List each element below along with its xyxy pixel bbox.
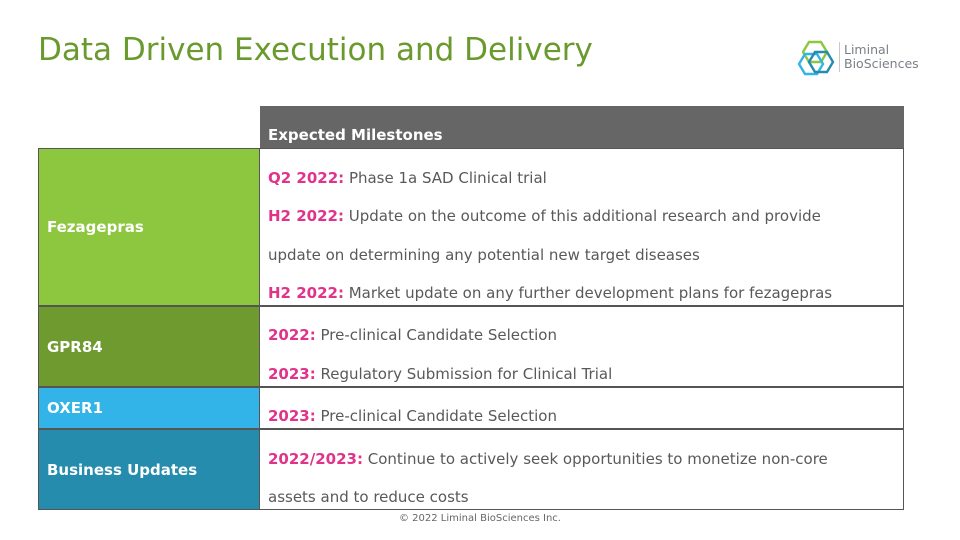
milestone-line: 2022: Pre-clinical Candidate Selection — [268, 326, 557, 344]
milestone-line: Q2 2022: Phase 1a SAD Clinical trial — [268, 169, 547, 187]
table-row-gpr84: GPR84 2022: Pre-clinical Candidate Selec… — [38, 306, 904, 387]
milestone-date: 2022/2023: — [268, 450, 363, 468]
milestone-cell: 2022: Pre-clinical Candidate Selection 2… — [260, 306, 904, 387]
table-row-oxer1: OXER1 2023: Pre-clinical Candidate Selec… — [38, 387, 904, 429]
milestone-line: 2023: Regulatory Submission for Clinical… — [268, 365, 612, 383]
copyright-footer: © 2022 Liminal BioSciences Inc. — [399, 513, 561, 524]
row-label-cell: OXER1 — [38, 387, 260, 429]
milestone-date: 2023: — [268, 365, 316, 383]
row-label: GPR84 — [47, 337, 103, 356]
row-label-cell: Business Updates — [38, 429, 260, 510]
milestone-text: update on determining any potential new … — [268, 246, 700, 264]
milestone-text: Pre-clinical Candidate Selection — [315, 407, 557, 425]
milestone-line: H2 2022: Update on the outcome of this a… — [268, 207, 821, 225]
milestone-text: Continue to actively seek opportunities … — [362, 450, 828, 468]
milestone-text: assets and to reduce costs — [268, 488, 469, 506]
company-logo: Liminal BioSciences — [797, 38, 927, 78]
milestone-date: H2 2022: — [268, 207, 344, 225]
milestone-text: Update on the outcome of this additional… — [343, 207, 821, 225]
logo-divider — [839, 42, 840, 72]
logo-line-1: Liminal — [844, 42, 890, 57]
milestone-line: H2 2022: Market update on any further de… — [268, 284, 832, 302]
table-row-fezagepras: Fezagepras Q2 2022: Phase 1a SAD Clinica… — [38, 148, 904, 306]
row-label: OXER1 — [47, 399, 104, 417]
milestone-line: update on determining any potential new … — [268, 246, 700, 264]
milestone-text: Pre-clinical Candidate Selection — [315, 326, 557, 344]
logo-icon — [797, 40, 835, 76]
logo-line-2: BioSciences — [844, 56, 919, 71]
row-label-cell: GPR84 — [38, 306, 260, 387]
row-label: Business Updates — [47, 460, 198, 479]
table-header-label: Expected Milestones — [268, 126, 443, 144]
milestone-line: assets and to reduce costs — [268, 488, 469, 506]
milestone-cell: 2023: Pre-clinical Candidate Selection — [260, 387, 904, 429]
row-label: Fezagepras — [47, 218, 144, 236]
logo-wordmark: Liminal BioSciences — [844, 43, 919, 71]
table-header: Expected Milestones — [260, 106, 904, 148]
row-label-cell: Fezagepras — [38, 148, 260, 306]
milestone-cell: Q2 2022: Phase 1a SAD Clinical trial H2 … — [260, 148, 904, 306]
milestone-date: 2023: — [268, 407, 316, 425]
milestone-text: Phase 1a SAD Clinical trial — [344, 169, 547, 187]
milestone-date: H2 2022: — [268, 284, 344, 302]
milestone-date: Q2 2022: — [268, 169, 345, 187]
milestone-cell: 2022/2023: Continue to actively seek opp… — [260, 429, 904, 510]
milestone-line: 2023: Pre-clinical Candidate Selection — [268, 407, 557, 425]
milestone-text: Regulatory Submission for Clinical Trial — [315, 365, 613, 383]
table-row-business-updates: Business Updates 2022/2023: Continue to … — [38, 429, 904, 510]
milestone-date: 2022: — [268, 326, 316, 344]
milestone-text: Market update on any further development… — [343, 284, 833, 302]
page-title: Data Driven Execution and Delivery — [38, 32, 593, 68]
milestone-line: 2022/2023: Continue to actively seek opp… — [268, 450, 828, 468]
